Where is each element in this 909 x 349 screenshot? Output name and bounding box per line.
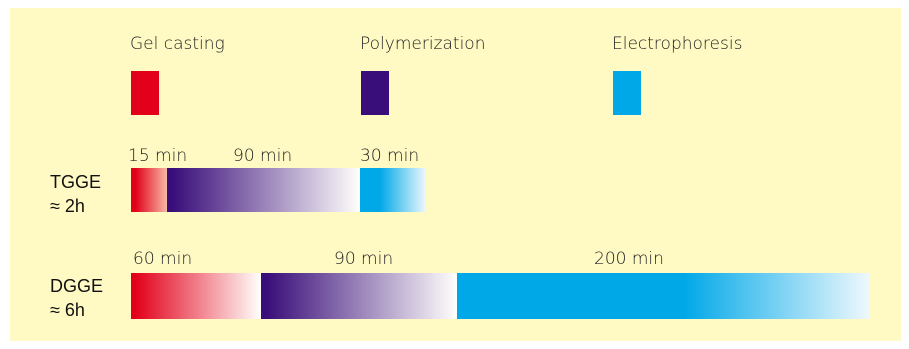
dgge-duration-electrophoresis: 200 min	[594, 249, 664, 269]
dgge-total-time: ≈ 6h	[50, 300, 85, 320]
dgge-segment-gel-casting	[131, 273, 261, 319]
tgge-segment-gel-casting	[131, 168, 167, 212]
tgge-duration-electrophoresis: 30 min	[360, 146, 420, 166]
legend-label-electrophoresis: Electrophoresis	[612, 34, 743, 54]
dgge-row-label: DGGE ≈ 6h	[50, 274, 103, 322]
legend-label-gel-casting: Gel casting	[130, 34, 225, 54]
tgge-method-name: TGGE	[50, 172, 102, 192]
tgge-duration-polymerization: 90 min	[233, 146, 293, 166]
dgge-segment-electrophoresis	[457, 273, 869, 319]
dgge-method-name: DGGE	[50, 276, 104, 296]
dgge-duration-polymerization: 90 min	[334, 249, 394, 269]
legend-swatch-polymerization	[361, 71, 389, 115]
tgge-segment-electrophoresis	[360, 168, 426, 212]
legend-swatch-gel-casting	[131, 71, 159, 115]
tgge-duration-gel-casting: 15 min	[128, 146, 188, 166]
tgge-segment-polymerization	[167, 168, 360, 212]
legend-label-polymerization: Polymerization	[360, 34, 486, 54]
tgge-total-time: ≈ 2h	[50, 196, 85, 216]
tgge-row-label: TGGE ≈ 2h	[50, 170, 101, 218]
dgge-duration-gel-casting: 60 min	[133, 249, 193, 269]
legend-swatch-electrophoresis	[613, 71, 641, 115]
dgge-segment-polymerization	[261, 273, 457, 319]
